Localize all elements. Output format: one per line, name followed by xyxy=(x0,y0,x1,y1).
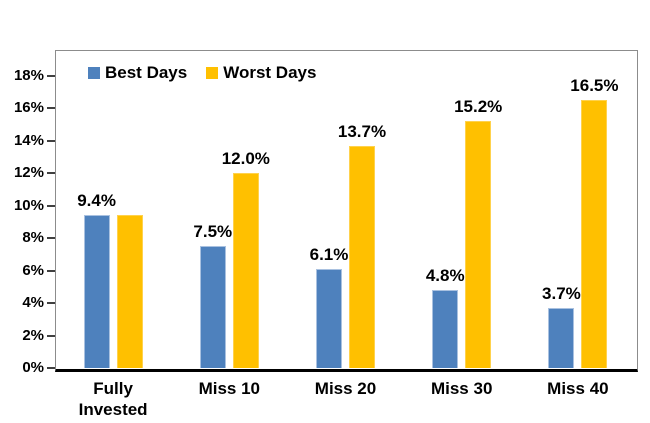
y-tick-label-16: 16% xyxy=(13,99,44,117)
bar-label-best-days-miss-40: 3.7% xyxy=(542,283,581,303)
y-tick-mark-0 xyxy=(47,367,55,369)
bar-label-worst-days-miss-10: 12.0% xyxy=(221,149,270,169)
y-tick-label-12: 12% xyxy=(13,164,44,182)
bar-label-best-days-fully-invested: 9.4% xyxy=(77,191,116,211)
y-tick-label-4: 4% xyxy=(22,294,44,312)
legend-item-best-days: Best Days xyxy=(88,63,187,83)
bar-label-best-days-miss-30: 4.8% xyxy=(425,266,465,286)
y-tick-label-18: 18% xyxy=(13,66,44,84)
bar-best-days-miss-30 xyxy=(432,290,459,368)
legend-item-worst-days: Worst Days xyxy=(206,63,316,83)
x-category-label-fully-invested: Fully Invested xyxy=(78,379,148,419)
bar-worst-days-miss-30 xyxy=(465,121,492,368)
bar-label-best-days-miss-20: 6.1% xyxy=(309,245,349,265)
y-tick-mark-18 xyxy=(47,74,55,77)
y-tick-mark-16 xyxy=(47,107,55,110)
y-tick-mark-4 xyxy=(47,302,55,305)
y-tick-label-10: 10% xyxy=(13,196,44,214)
bar-best-days-miss-20 xyxy=(316,269,342,368)
legend: Best Days Worst Days xyxy=(88,63,316,83)
bar-label-worst-days-miss-30: 15.2% xyxy=(454,97,503,117)
y-tick-label-2: 2% xyxy=(22,326,44,344)
y-tick-mark-12 xyxy=(47,172,55,175)
y-tick-mark-8 xyxy=(47,237,55,240)
x-category-label-miss-30: Miss 30 xyxy=(430,379,493,398)
y-tick-label-0: 0% xyxy=(22,359,44,376)
y-tick-label-8: 8% xyxy=(22,229,44,247)
legend-swatch-best-days-icon xyxy=(88,67,100,79)
x-category-label-miss-40: Miss 40 xyxy=(547,379,609,398)
y-tick-mark-6 xyxy=(47,269,55,272)
y-tick-label-14: 14% xyxy=(13,131,44,149)
bar-best-days-miss-10 xyxy=(199,246,226,368)
bar-worst-days-miss-40 xyxy=(581,100,608,368)
legend-label-best-days: Best Days xyxy=(105,63,188,82)
x-category-label-miss-20: Miss 20 xyxy=(314,379,377,398)
legend-label-worst-days: Worst Days xyxy=(223,63,317,82)
plot-area xyxy=(55,50,638,372)
y-tick-mark-10 xyxy=(47,204,55,207)
bar-label-worst-days-miss-40: 16.5% xyxy=(570,76,619,96)
y-tick-mark-2 xyxy=(47,334,55,337)
bar-worst-days-miss-10 xyxy=(232,173,259,368)
bar-worst-days-miss-20 xyxy=(349,145,375,368)
bar-label-worst-days-miss-20: 13.7% xyxy=(337,121,387,141)
bar-best-days-fully-invested xyxy=(83,215,110,368)
legend-swatch-worst-days-icon xyxy=(206,67,219,79)
bar-label-best-days-miss-10: 7.5% xyxy=(193,222,233,242)
bar-worst-days-fully-invested xyxy=(116,215,143,368)
y-tick-mark-14 xyxy=(47,139,55,142)
x-category-label-miss-10: Miss 10 xyxy=(198,379,261,398)
y-tick-label-6: 6% xyxy=(22,261,44,279)
bar-best-days-miss-40 xyxy=(548,307,575,368)
